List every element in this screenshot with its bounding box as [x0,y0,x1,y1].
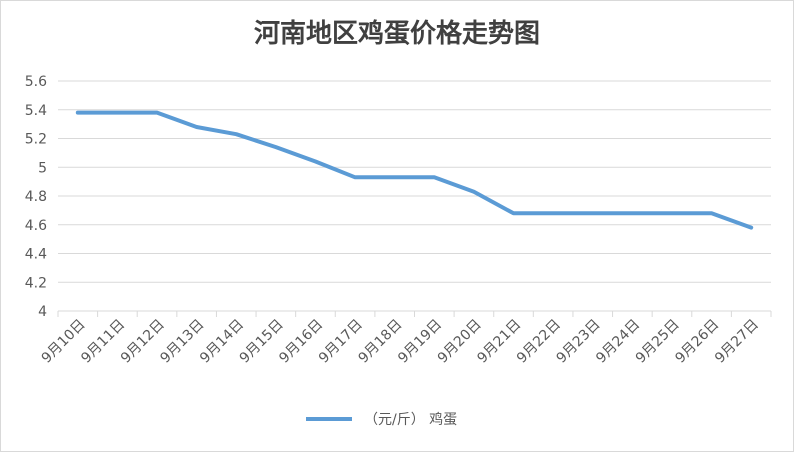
y-tick-label: 4.4 [25,247,47,263]
legend-label: （元/斤） 鸡蛋 [364,412,458,428]
y-tick-label: 4 [38,304,47,320]
y-tick-label: 4.6 [25,218,47,234]
y-tick-label: 5.6 [25,74,47,90]
y-tick-label: 4.8 [25,189,47,205]
x-tick-label: 9月27日 [712,317,762,367]
y-tick-label: 5.4 [25,103,47,119]
y-tick-label: 5 [38,160,47,176]
chart-title: 河南地区鸡蛋价格走势图 [253,19,540,49]
y-tick-label: 5.2 [25,132,47,148]
series-line [75,110,754,230]
legend-swatch [306,417,352,421]
legend: （元/斤） 鸡蛋 [306,409,457,429]
y-tick-label: 4.2 [25,275,47,291]
